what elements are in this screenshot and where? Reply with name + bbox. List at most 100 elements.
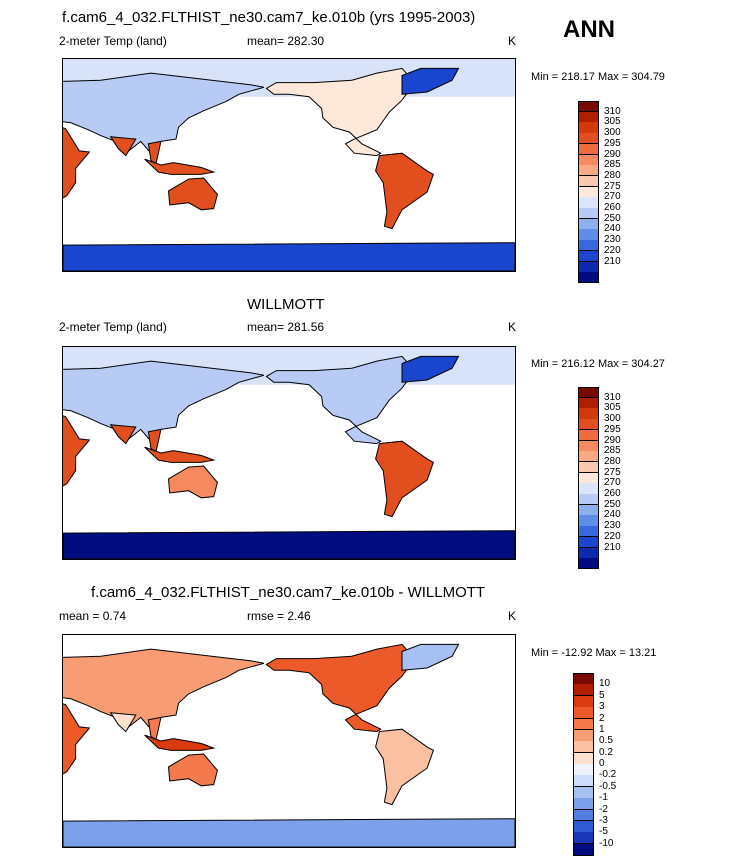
colorbar-tick-label: 270	[604, 477, 621, 489]
colorbar-tick-label: 220	[604, 530, 621, 542]
colorbar-tick-label: 1	[599, 723, 605, 735]
antarctica-landmass	[63, 242, 515, 271]
colorbar-tick-label: -0.2	[599, 769, 617, 781]
panel2-units-label: K	[508, 320, 517, 334]
colorbar-swatch	[578, 558, 599, 570]
colorbar-swatch	[578, 494, 599, 506]
australia-landmass	[167, 753, 218, 787]
colorbar-swatch	[578, 197, 599, 209]
colorbar-swatch	[578, 536, 599, 549]
colorbar-tick-label: -2	[599, 803, 608, 815]
panel1-variable-label: 2-meter Temp (land)	[59, 34, 167, 48]
panel2-colorbar: 310 305 300 295 290 285 280 275 270 260 250 240 230 2…	[578, 387, 621, 570]
colorbar-tick-label: 275	[604, 466, 621, 478]
sea-landmass	[147, 428, 162, 453]
panel2-variable-label: 2-meter Temp (land)	[59, 320, 167, 334]
colorbar-tick-label: 300	[604, 413, 621, 425]
colorbar-swatch	[578, 440, 599, 452]
colorbar-swatch	[578, 408, 599, 420]
colorbar-swatch	[573, 695, 594, 708]
colorbar-swatch	[578, 429, 599, 442]
colorbar-tick-label: 270	[604, 191, 621, 203]
colorbar-tick-label: 285	[604, 445, 621, 457]
panel2-minmax-label: Min = 216.12 Max = 304.27	[531, 358, 665, 370]
colorbar-swatch	[578, 143, 599, 156]
season-label: ANN	[563, 16, 615, 43]
colorbar-swatch	[578, 240, 599, 252]
panel3-mean-label: mean = 0.74	[59, 609, 127, 623]
panel3-colorbar: 10 5 3 2 1 0.5 0.2 0 -0.2 -0.5 -1 -2 -3 -5 -10	[573, 673, 616, 856]
colorbar-swatch	[573, 718, 594, 731]
colorbar-tick-label: 295	[604, 423, 621, 435]
colorbar-swatch	[578, 133, 599, 145]
colorbar-tick-label: 220	[604, 244, 621, 256]
colorbar-swatch	[578, 101, 599, 113]
colorbar-swatch	[573, 798, 594, 810]
eurasia-landmass	[63, 360, 265, 442]
sea-landmass	[147, 140, 162, 165]
panel3-map-svg	[63, 643, 515, 847]
colorbar-swatch	[578, 387, 599, 399]
antarctica-landmass	[63, 818, 515, 847]
colorbar-swatch	[573, 741, 594, 754]
india-landmass	[109, 712, 137, 733]
colorbar-tick-label: 240	[604, 223, 621, 235]
south-america-landmass	[375, 440, 435, 518]
africa-landmass	[63, 703, 91, 775]
panel3-units-label: K	[508, 609, 517, 623]
panel3-rmse-label: rmse = 2.46	[247, 609, 311, 623]
colorbar-swatch	[578, 154, 599, 166]
colorbar-tick-label: -10	[599, 837, 614, 849]
colorbar-tick-label: -5	[599, 826, 608, 838]
colorbar-swatch	[573, 764, 594, 776]
colorbar-tick-label: -1	[599, 792, 608, 804]
colorbar-tick-label: 10	[599, 678, 611, 690]
africa-landmass	[63, 127, 91, 199]
colorbar-tick-label: 290	[604, 434, 621, 446]
colorbar-swatch	[578, 547, 599, 559]
panel1-map-svg	[63, 59, 515, 271]
panel2-map	[62, 346, 516, 560]
colorbar-tick-label: 290	[604, 148, 621, 160]
india-landmass	[109, 136, 137, 157]
colorbar-swatch	[578, 186, 599, 198]
colorbar-tick-label: -3	[599, 814, 608, 826]
colorbar-tick-label: 285	[604, 159, 621, 171]
colorbar-tick-label: 210	[604, 255, 621, 267]
colorbar-swatch	[573, 832, 594, 845]
panel2-title: WILLMOTT	[247, 296, 325, 313]
colorbar-swatch	[573, 684, 594, 697]
panel3-map	[62, 634, 516, 848]
indonesia-landmass	[144, 446, 216, 463]
panel3-title: f.cam6_4_032.FLTHIST_ne30.cam7_ke.010b -…	[91, 584, 486, 601]
panel1-minmax-label: Min = 218.17 Max = 304.79	[531, 71, 665, 83]
colorbar-swatch	[573, 843, 594, 856]
panel1-colorbar: 310 305 300 295 290 285 280 275 270 260 250 240 230 2…	[578, 101, 621, 284]
colorbar-swatch	[578, 419, 599, 431]
greenland-landmass	[401, 355, 460, 383]
colorbar-tick-label: 280	[604, 169, 621, 181]
indonesia-landmass	[144, 734, 216, 751]
colorbar-swatch	[578, 111, 599, 123]
eurasia-landmass	[63, 648, 265, 730]
colorbar-tick-label: 250	[604, 498, 621, 510]
colorbar-tick-label: 305	[604, 402, 621, 414]
greenland-landmass	[401, 643, 460, 671]
panel1-map	[62, 58, 516, 272]
colorbar-tick-label: 0	[599, 758, 605, 769]
colorbar-swatch	[578, 122, 599, 134]
colorbar-swatch	[578, 261, 599, 273]
panel1-title: f.cam6_4_032.FLTHIST_ne30.cam7_ke.010b (…	[62, 9, 476, 26]
south-america-landmass	[375, 152, 435, 230]
colorbar-swatch	[578, 175, 599, 188]
colorbar-tick-label: 310	[604, 105, 621, 117]
colorbar-swatch	[573, 673, 594, 685]
colorbar-tick-label: 230	[604, 520, 621, 532]
colorbar-swatch	[573, 809, 594, 822]
north-america-landmass	[265, 67, 416, 157]
colorbar-tick-label: 0.5	[599, 735, 613, 747]
india-landmass	[109, 424, 137, 445]
eurasia-landmass	[63, 72, 265, 154]
colorbar-swatch	[573, 729, 594, 742]
colorbar-tick-label: 260	[604, 202, 621, 214]
